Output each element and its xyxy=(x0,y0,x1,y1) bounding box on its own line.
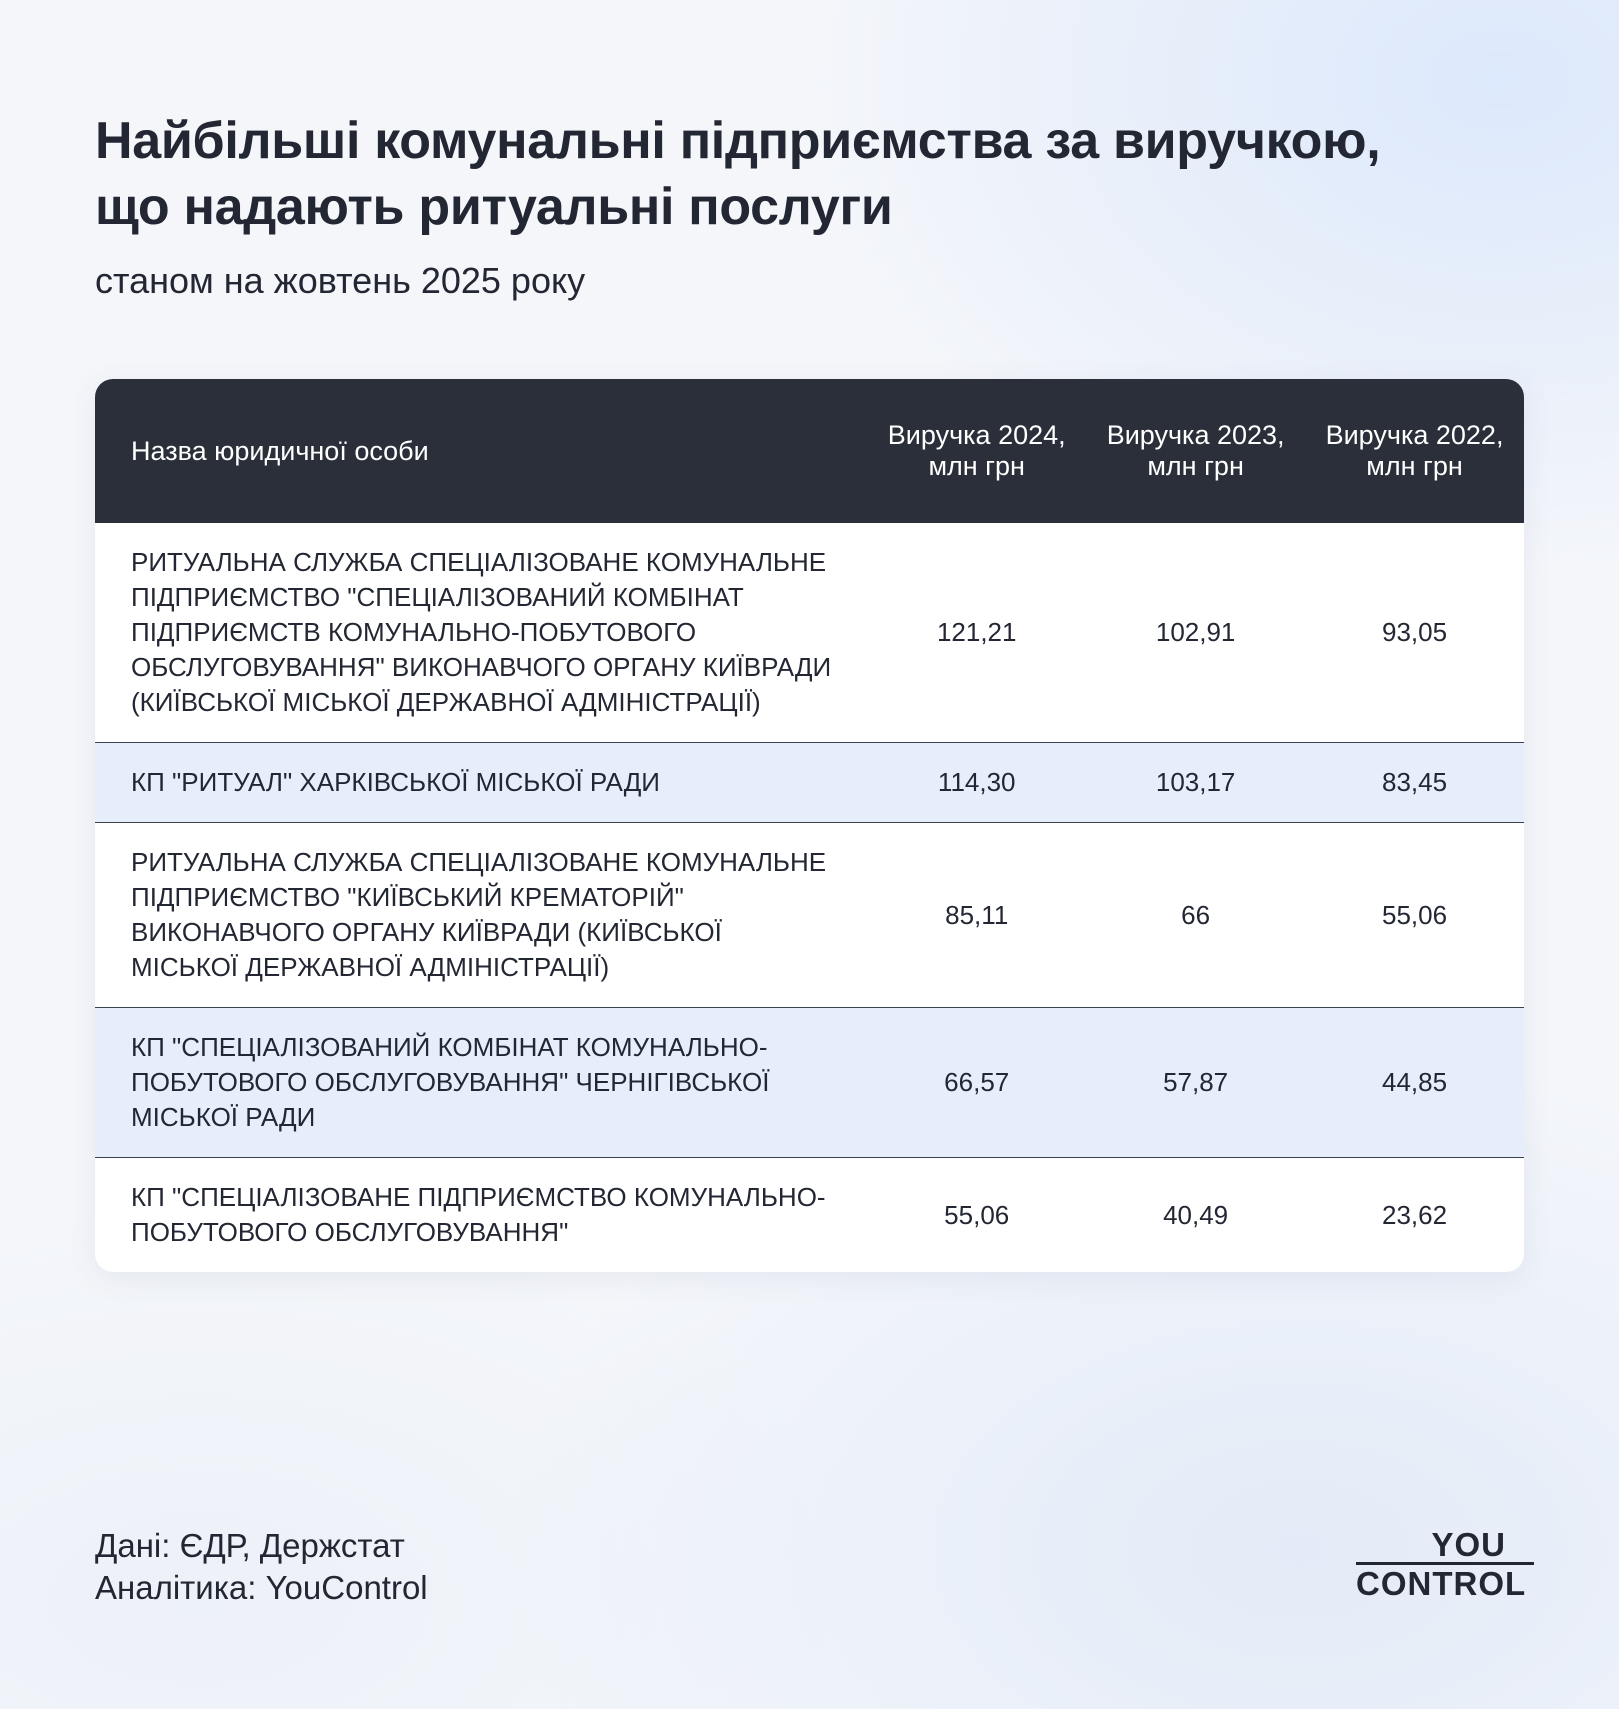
revenue-cell: 55,06 xyxy=(1305,822,1524,1008)
revenue-cell: 23,62 xyxy=(1305,1157,1524,1272)
revenue-cell: 102,91 xyxy=(1155,617,1236,647)
column-header: Виручка 2023, млн грн xyxy=(1086,379,1306,523)
table-row: КП "РИТУАЛ" ХАРКІВСЬКОЇ МІСЬКОЇ РАДИ 114,… xyxy=(95,742,1524,823)
analytics: Аналітика: YouControl xyxy=(95,1569,428,1606)
revenue-cell: 66,57 xyxy=(867,1007,1087,1158)
logo-text: YOU xyxy=(1356,1528,1534,1565)
table-row: РИТУАЛЬНА СЛУЖБА СПЕЦІАЛІЗОВАНЕ КОМУНАЛЬ… xyxy=(95,523,1524,743)
title-line: що надають ритуальні послуги xyxy=(95,178,893,236)
title: Найбільші комунальні підприємства за вир… xyxy=(95,108,1381,240)
revenue-cell: 57,87 xyxy=(1086,1007,1306,1158)
header-row: Назва юридичної особи Виручка 2024, млн г… xyxy=(95,379,1524,523)
name-cell: РИТУАЛЬНА СЛУЖБА СПЕЦІАЛІЗОВАНЕ КОМУНАЛЬ… xyxy=(131,547,832,717)
name-cell: РИТУАЛЬНА СЛУЖБА СПЕЦІАЛІЗОВАНЕ КОМУНАЛЬ… xyxy=(95,822,868,1008)
column-header: Виручка 2022, млн грн xyxy=(1305,379,1524,523)
table-card: Назва юридичної особи Виручка 2024, млн г… xyxy=(95,379,1524,1272)
name-cell: КП "РИТУАЛ" ХАРКІВСЬКОЇ МІСЬКОЇ РАДИ xyxy=(95,742,868,823)
revenue-cell: 40,49 xyxy=(1086,1157,1306,1272)
column-header: Назва юридичної особи xyxy=(95,379,868,523)
logo: YOU CONTROL xyxy=(1356,1528,1534,1603)
revenue-cell: 85,11 xyxy=(867,822,1087,1008)
revenue-cell: 66 xyxy=(1086,822,1306,1008)
name-cell: КП "СПЕЦІАЛІЗОВАНИЙ КОМБІНАТ КОМУНАЛЬНО-… xyxy=(95,1007,868,1158)
table-body: РИТУАЛЬНА СЛУЖБА СПЕЦІАЛІЗОВАНЕ КОМУНАЛЬ… xyxy=(95,523,1524,1272)
revenue-cell: 93,05 xyxy=(1382,617,1448,647)
column-header: Виручка 2024, млн грн xyxy=(867,379,1087,523)
revenue-cell: 83,45 xyxy=(1305,742,1524,823)
table-row: РИТУАЛЬНА СЛУЖБА СПЕЦІАЛІЗОВАНЕ КОМУНАЛЬ… xyxy=(95,822,1524,1008)
revenue-cell: 44,85 xyxy=(1305,1007,1524,1158)
revenue-cell: 121,21 xyxy=(936,617,1017,647)
footer: Дані: ЄДР, Держстат Аналітика: YouContro… xyxy=(95,1525,428,1609)
revenue-cell: 114,30 xyxy=(867,742,1087,823)
name-cell: КП "СПЕЦІАЛІЗОВАНЕ ПІДПРИЄМСТВО КОМУНАЛЬ… xyxy=(95,1157,868,1272)
table-row: КП "СПЕЦІАЛІЗОВАНИЙ КОМБІНАТ КОМУНАЛЬНО-… xyxy=(95,1007,1524,1158)
table-row: КП "СПЕЦІАЛІЗОВАНЕ ПІДПРИЄМСТВО КОМУНАЛЬ… xyxy=(95,1157,1524,1272)
source: Дані: ЄДР, Держстат xyxy=(95,1527,405,1564)
title-line: Найбільші комунальні підприємства за вир… xyxy=(95,112,1381,170)
logo-text: CONTROL xyxy=(1356,1565,1527,1602)
subtitle: станом на жовтень 2025 року xyxy=(95,260,586,301)
revenue-cell: 55,06 xyxy=(867,1157,1087,1272)
table: Назва юридичної особи Виручка 2024, млн г… xyxy=(95,379,1524,1272)
revenue-cell: 103,17 xyxy=(1086,742,1306,823)
